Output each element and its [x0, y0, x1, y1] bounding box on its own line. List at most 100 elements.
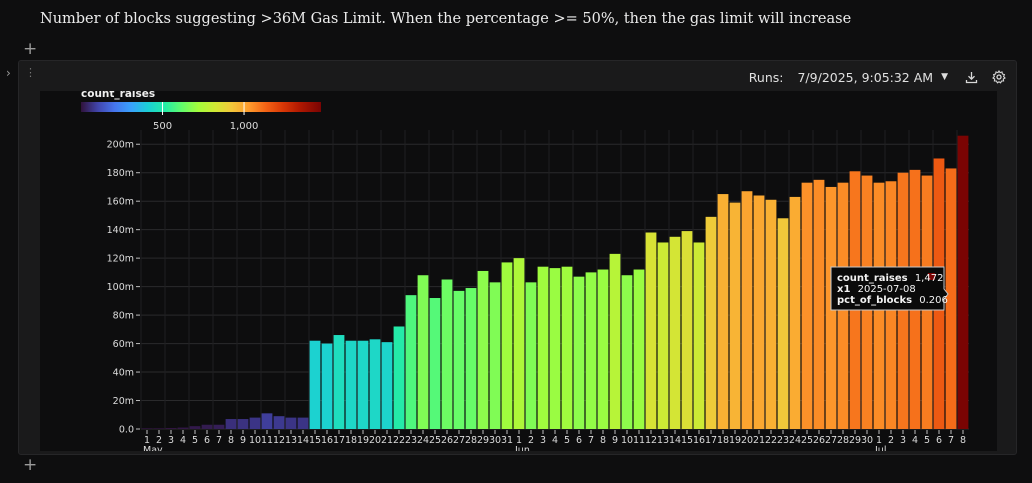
bar[interactable]: [513, 258, 525, 429]
x-tick-label: 17: [333, 435, 345, 446]
bar[interactable]: [789, 196, 801, 429]
x-tick-label: 16: [321, 435, 333, 446]
bar[interactable]: [945, 168, 957, 429]
x-tick-label: 3: [540, 435, 546, 446]
bar[interactable]: [729, 202, 741, 429]
add-cell-bottom-button[interactable]: +: [23, 457, 37, 474]
x-tick-label: 12: [645, 435, 657, 446]
settings-button[interactable]: [990, 68, 1008, 86]
bar[interactable]: [429, 298, 441, 429]
y-tick-label: 20m: [113, 396, 134, 407]
bar[interactable]: [573, 276, 585, 429]
bar[interactable]: [621, 275, 633, 429]
cell-toolbar: Runs: 7/9/2025, 9:05:32 AM ▼: [749, 67, 1008, 87]
bar[interactable]: [405, 295, 417, 429]
x-tick-label: 22: [393, 435, 405, 446]
bar[interactable]: [201, 424, 213, 429]
bar[interactable]: [585, 272, 597, 429]
bar[interactable]: [693, 242, 705, 429]
bar[interactable]: [681, 231, 693, 429]
bar[interactable]: [465, 288, 477, 429]
bar[interactable]: [345, 340, 357, 429]
bar[interactable]: [777, 218, 789, 429]
x-tick-label: 7: [588, 435, 594, 446]
bar[interactable]: [741, 191, 753, 429]
x-tick-label: 30: [489, 435, 501, 446]
bar[interactable]: [369, 339, 381, 429]
y-tick-label: 0.0: [119, 425, 134, 436]
x-tick-label: 15: [681, 435, 693, 446]
tooltip-key: count_raises: [837, 273, 908, 284]
bar[interactable]: [537, 266, 549, 429]
bar[interactable]: [609, 253, 621, 429]
download-button[interactable]: [962, 68, 980, 86]
drag-handle-icon[interactable]: ⋮: [25, 66, 36, 79]
y-tick-label: 40m: [113, 368, 134, 379]
bar[interactable]: [561, 266, 573, 429]
bar[interactable]: [753, 195, 765, 430]
tooltip-swatch: [928, 273, 935, 280]
bar[interactable]: [765, 199, 777, 429]
bar[interactable]: [177, 427, 189, 429]
bar[interactable]: [381, 342, 393, 429]
bar[interactable]: [309, 340, 321, 429]
bar[interactable]: [357, 340, 369, 429]
bar[interactable]: [525, 282, 537, 429]
x-tick-label: 7: [216, 435, 222, 446]
x-tick-label: 30: [861, 435, 873, 446]
bar[interactable]: [141, 428, 153, 429]
x-tick-label: 8: [960, 435, 966, 446]
bar[interactable]: [633, 269, 645, 429]
bar[interactable]: [489, 282, 501, 429]
bar[interactable]: [393, 326, 405, 429]
x-tick-label: 11: [261, 435, 273, 446]
bar[interactable]: [657, 242, 669, 429]
notebook-title: Number of blocks suggesting >36M Gas Lim…: [40, 11, 852, 27]
bar[interactable]: [213, 424, 225, 429]
tooltip-value: 0.206: [919, 295, 948, 306]
x-tick-label: 9: [240, 435, 246, 446]
bar[interactable]: [261, 413, 273, 429]
bar[interactable]: [645, 232, 657, 429]
bar[interactable]: [501, 262, 513, 429]
x-tick-label: 19: [357, 435, 369, 446]
bar[interactable]: [165, 428, 177, 429]
bar[interactable]: [285, 417, 297, 429]
bar[interactable]: [153, 428, 165, 429]
bar[interactable]: [453, 290, 465, 429]
add-cell-top-button[interactable]: +: [23, 41, 37, 58]
bar[interactable]: [273, 416, 285, 429]
chevron-right-icon[interactable]: ›: [6, 66, 11, 80]
bar[interactable]: [549, 268, 561, 429]
bar-chart[interactable]: count_raises 500 1,000 0.020m40m60m80m100…: [40, 88, 997, 456]
bar[interactable]: [441, 279, 453, 430]
x-tick-label: 12: [273, 435, 285, 446]
bar[interactable]: [297, 417, 309, 429]
bar[interactable]: [237, 419, 249, 429]
bar[interactable]: [957, 135, 969, 429]
bar[interactable]: [249, 417, 261, 429]
bar[interactable]: [597, 269, 609, 429]
bar[interactable]: [333, 335, 345, 429]
bar[interactable]: [813, 179, 825, 429]
x-tick-label: 3: [900, 435, 906, 446]
x-tick-label: 24: [789, 435, 801, 446]
bar[interactable]: [477, 270, 489, 429]
bar[interactable]: [801, 182, 813, 429]
x-tick-label: 8: [228, 435, 234, 446]
legend-title: count_raises: [81, 91, 155, 100]
runs-select[interactable]: 7/9/2025, 9:05:32 AM ▼: [793, 70, 952, 85]
plus-icon: +: [23, 39, 38, 59]
x-tick-label: 2: [888, 435, 894, 446]
bar[interactable]: [321, 343, 333, 429]
bar[interactable]: [225, 419, 237, 429]
x-tick-label: 9: [612, 435, 618, 446]
bar[interactable]: [417, 275, 429, 429]
x-tick-label: 27: [825, 435, 837, 446]
x-tick-label: 7: [948, 435, 954, 446]
x-tick-label: 18: [717, 435, 729, 446]
bar[interactable]: [669, 236, 681, 429]
bar[interactable]: [717, 194, 729, 429]
bar[interactable]: [705, 216, 717, 429]
bar[interactable]: [189, 426, 201, 429]
